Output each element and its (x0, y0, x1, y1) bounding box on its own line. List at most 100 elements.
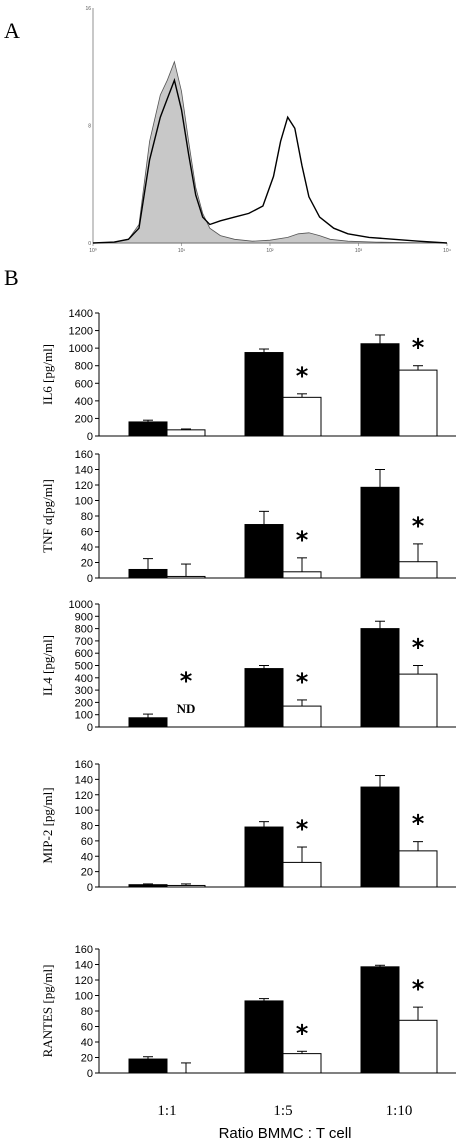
y-tick-label: 0 (87, 431, 93, 443)
y-tick-label: 160 (75, 449, 93, 461)
histogram-x-tick-label: 10⁴ (443, 248, 451, 254)
y-tick-label: 1000 (69, 343, 93, 355)
y-tick-label: 1200 (69, 326, 93, 338)
bar (244, 1000, 284, 1074)
y-axis-label: RANTES [pg/ml] (40, 965, 55, 1058)
chart-1: 0 20 40 60 80 100 120 140 160 TNF α[pg/ml] * * (40, 449, 456, 585)
y-tick-label: 600 (75, 378, 93, 390)
histogram-x-tick-label: 10² (266, 248, 274, 254)
bar (244, 524, 284, 579)
bar (360, 343, 400, 437)
histogram-isotype-area (92, 60, 448, 244)
bar (398, 561, 438, 579)
y-tick-label: 140 (75, 465, 93, 477)
x-category-label: 1:1 (157, 1103, 176, 1119)
y-axis-label: MIP-2 [pg/ml] (40, 787, 55, 863)
y-tick-label: 0 (87, 722, 93, 734)
x-category-label: 1:10 (386, 1103, 413, 1119)
y-tick-label: 400 (75, 673, 93, 685)
significance-star: * (296, 362, 309, 390)
significance-star: * (412, 512, 425, 540)
bar (282, 571, 322, 579)
significance-star: * (296, 668, 309, 696)
bar (128, 1058, 168, 1074)
bar (128, 717, 168, 728)
y-tick-label: 800 (75, 624, 93, 636)
y-tick-label: 120 (75, 975, 93, 987)
y-tick-label: 160 (75, 759, 93, 771)
y-tick-label: 120 (75, 790, 93, 802)
y-tick-label: 60 (81, 527, 93, 539)
bar (244, 352, 284, 437)
bar (398, 673, 438, 728)
y-tick-label: 100 (75, 805, 93, 817)
bar (128, 421, 168, 437)
not-detected-label: ND (177, 701, 196, 716)
bar (244, 826, 284, 888)
significance-star: * (412, 634, 425, 662)
x-category-labels: 1:1 1:5 1:10 (157, 1103, 412, 1119)
significance-star: * (412, 810, 425, 838)
significance-star: * (296, 526, 309, 554)
bar (282, 861, 322, 888)
bar (360, 486, 400, 579)
y-tick-label: 40 (81, 851, 93, 863)
y-tick-label: 0 (87, 1068, 93, 1080)
bar (360, 786, 400, 888)
chart-3: 0 20 40 60 80 100 120 140 160 MIP-2 [pg/ml] * * (40, 759, 456, 894)
y-tick-label: 20 (81, 558, 93, 570)
y-tick-label: 40 (81, 1037, 93, 1049)
y-tick-label: 1000 (69, 599, 93, 611)
histogram-y-tick-label: 0 (88, 241, 91, 247)
y-tick-label: 60 (81, 836, 93, 848)
y-axis-label: TNF α[pg/ml] (40, 479, 55, 553)
histogram-x-tick-label: 10⁰ (89, 248, 97, 254)
y-tick-label: 60 (81, 1022, 93, 1034)
y-tick-label: 1400 (69, 308, 93, 320)
y-tick-label: 800 (75, 361, 93, 373)
y-tick-label: 140 (75, 774, 93, 786)
significance-star: * (412, 975, 425, 1003)
bar (128, 884, 168, 888)
bar (360, 628, 400, 728)
y-tick-label: 120 (75, 480, 93, 492)
histogram-sample-line (92, 77, 448, 244)
bar (398, 850, 438, 888)
histogram-panel: 10⁰ 10¹ 10² 10³ 10⁴ 0 8 16 (85, 6, 450, 254)
significance-star: * (412, 334, 425, 362)
y-tick-label: 20 (81, 867, 93, 879)
bar (166, 884, 206, 888)
significance-star: * (296, 1019, 309, 1047)
y-tick-label: 900 (75, 611, 93, 623)
bar (360, 966, 400, 1074)
y-tick-label: 80 (81, 1006, 93, 1018)
bar (398, 369, 438, 437)
x-axis-title: Ratio BMMC : T cell (219, 1125, 352, 1142)
y-tick-label: 200 (75, 697, 93, 709)
y-axis-label: IL4 [pg/ml] (40, 635, 55, 696)
histogram-x-tick-label: 10³ (355, 248, 363, 254)
histogram-y-tick-label: 8 (88, 124, 91, 130)
y-tick-label: 500 (75, 661, 93, 673)
bar (128, 568, 168, 579)
bar (398, 1019, 438, 1074)
y-tick-label: 600 (75, 648, 93, 660)
significance-star: * (180, 667, 193, 695)
panel-a-label: A (4, 18, 20, 43)
y-axis-label: IL6 [pg/ml] (40, 344, 55, 405)
chart-0: 0 200 400 600 800 1000 1200 1400 IL6 [pg/ml] * * (40, 308, 456, 443)
x-category-label: 1:5 (273, 1103, 292, 1119)
bar (166, 429, 206, 437)
bar (282, 396, 322, 437)
y-tick-label: 0 (87, 882, 93, 894)
y-tick-label: 700 (75, 636, 93, 648)
y-tick-label: 200 (75, 413, 93, 425)
bar (282, 705, 322, 728)
chart-4: 0 20 40 60 80 100 120 140 160 RANTES [pg/ml] * * (40, 944, 456, 1080)
bar (166, 575, 206, 579)
y-tick-label: 100 (75, 496, 93, 508)
histogram-x-tick-label: 10¹ (178, 248, 186, 254)
